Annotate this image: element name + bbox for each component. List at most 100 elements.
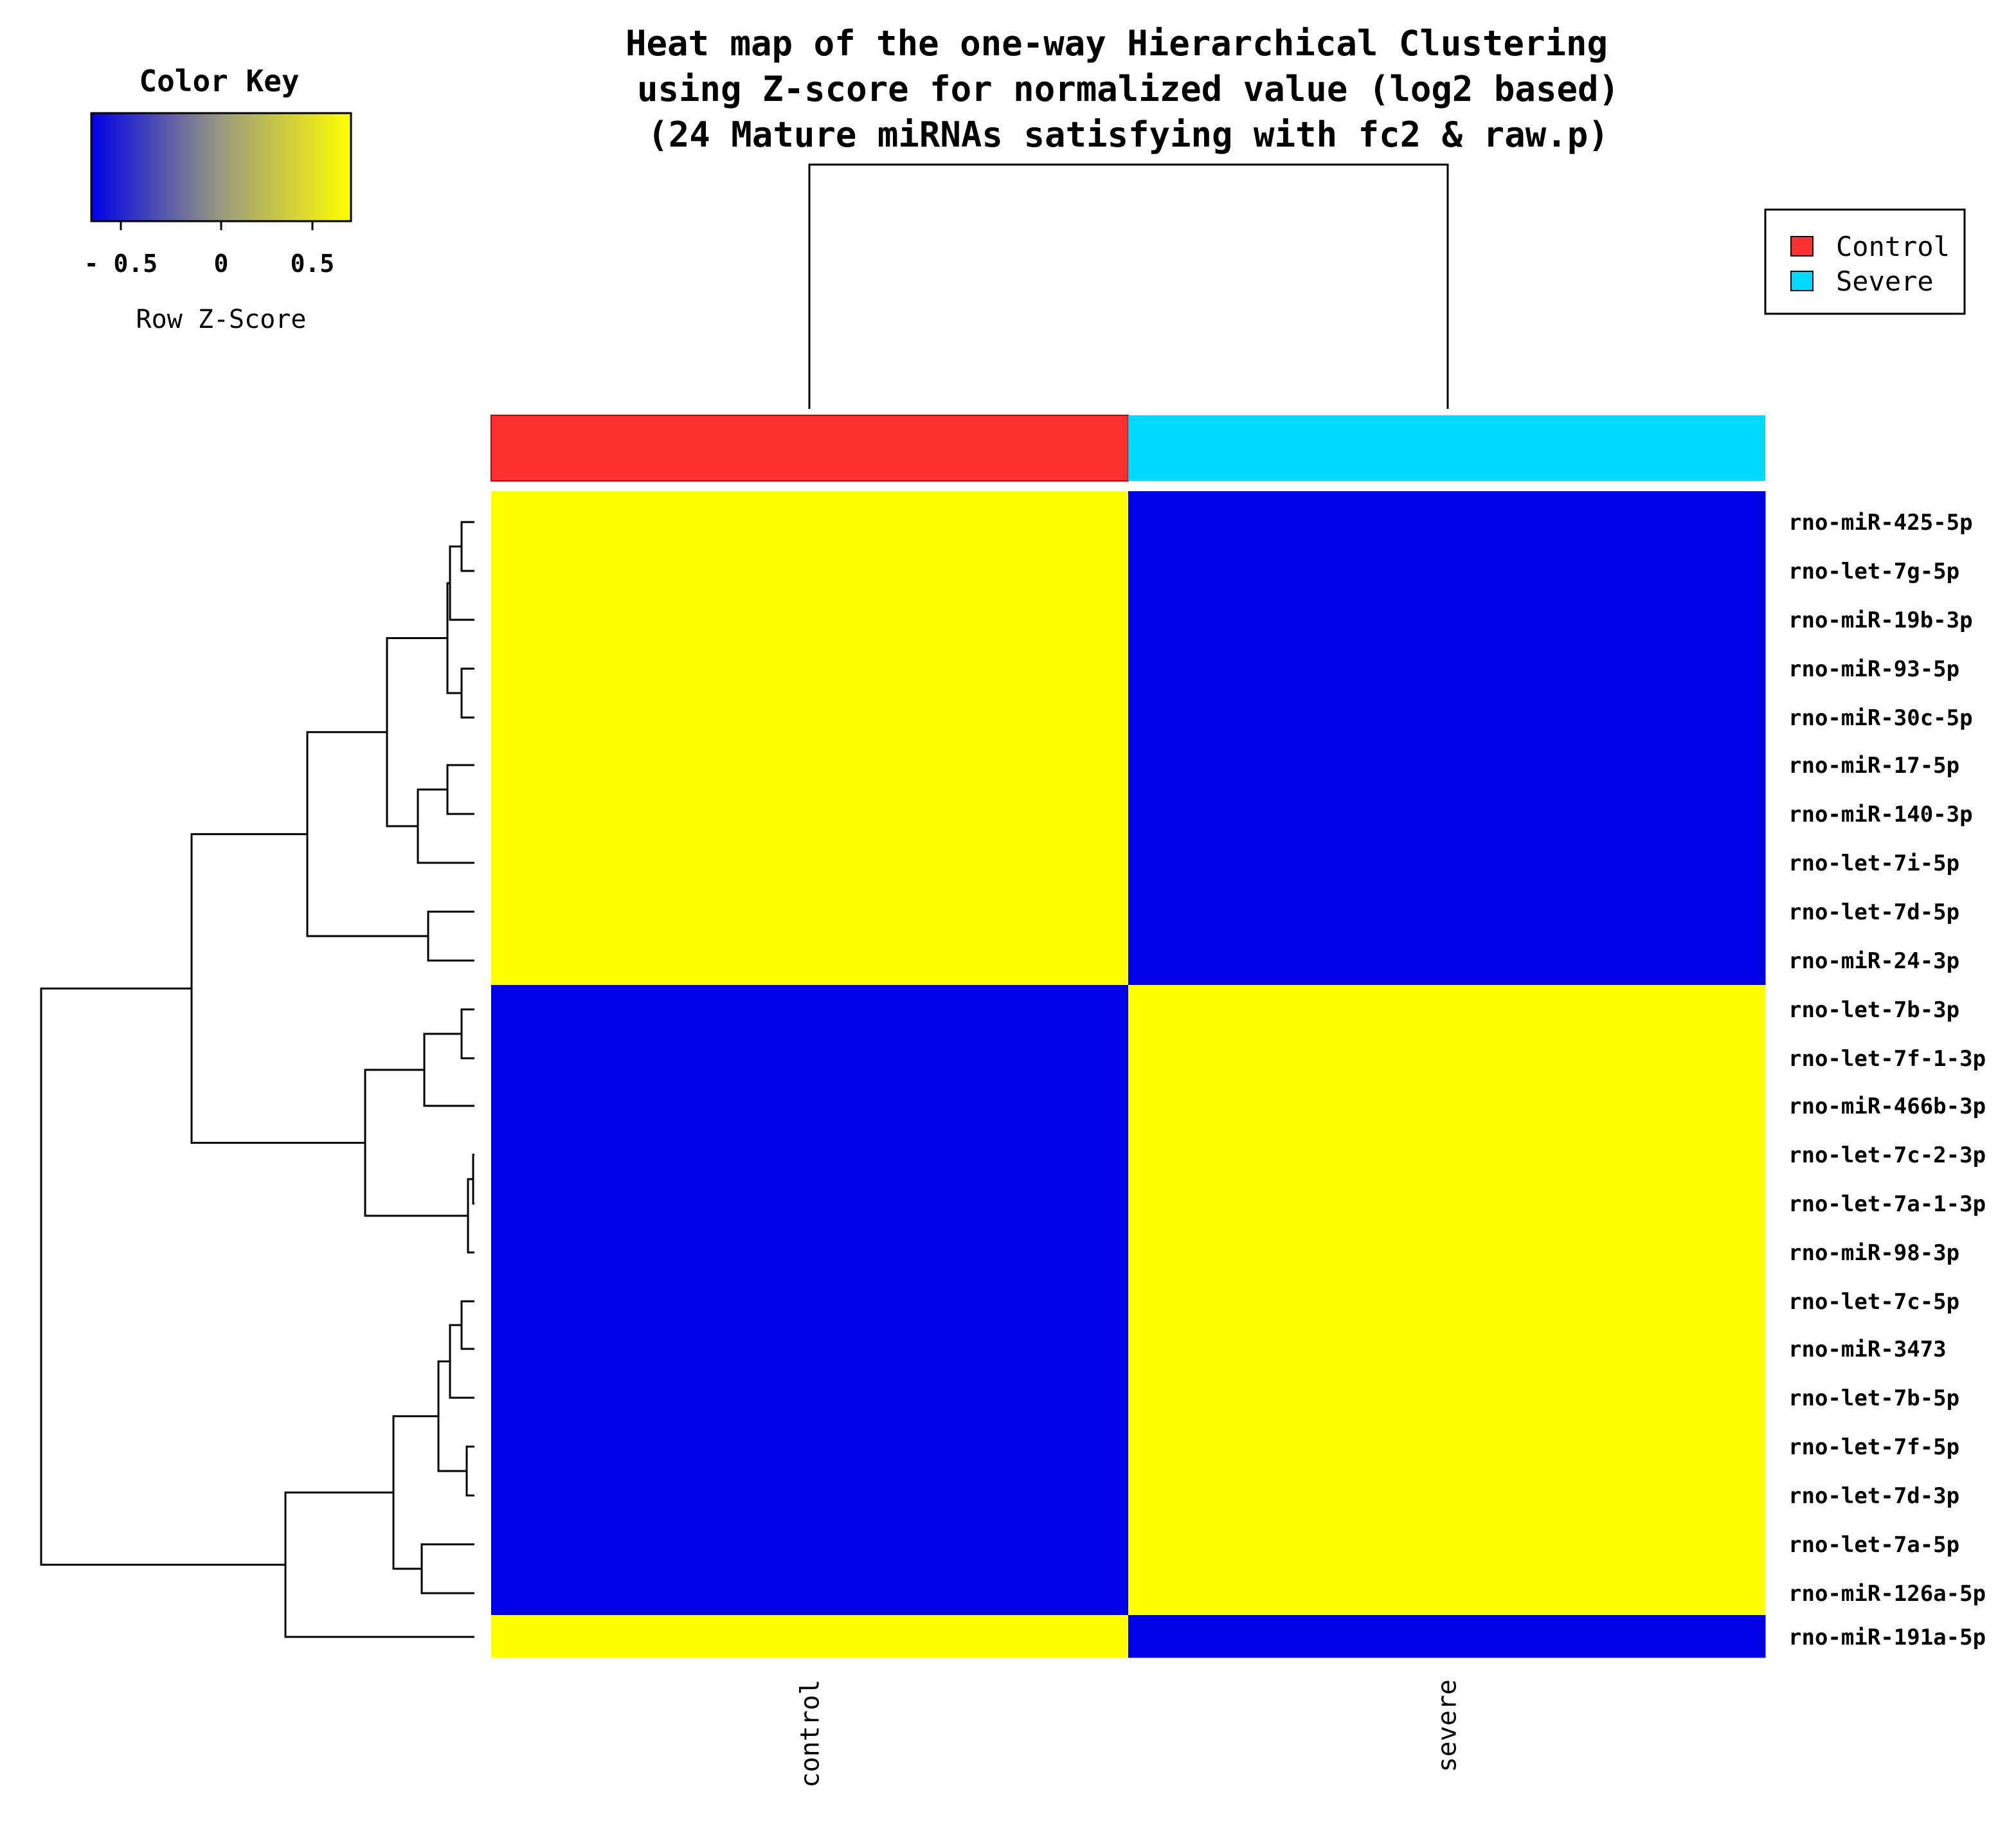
heatmap-cell	[1128, 1422, 1766, 1472]
heatmap-cell	[491, 491, 1129, 547]
heatmap-cell	[1128, 1373, 1766, 1423]
heatmap-cell	[1128, 1615, 1766, 1658]
row-dendrogram-branch	[190, 833, 365, 1144]
heatmap-cell	[491, 985, 1129, 1034]
legend-label-control: Control	[1836, 231, 1950, 262]
row-dendrogram-branch	[417, 788, 474, 864]
legend-label-severe: Severe	[1836, 266, 1934, 297]
column-group-severe	[1128, 415, 1765, 481]
heatmap-cell	[491, 1615, 1129, 1658]
color-key-gradient	[90, 112, 352, 222]
heatmap-cell	[491, 1034, 1129, 1083]
column-labels: control severe	[796, 1679, 1462, 1788]
row-label: rno-let-7g-5p	[1788, 559, 1959, 584]
heatmap-cell	[1128, 595, 1766, 645]
row-label: rno-let-7a-1-3p	[1788, 1191, 1986, 1217]
color-key: Color Key - 0.5 0 0.5 Row Z-Score	[84, 64, 352, 334]
row-label: rno-miR-191a-5p	[1788, 1625, 1986, 1650]
chart-title: Heat map of the one-way Hierarchical Clu…	[626, 23, 1619, 155]
row-label: rno-miR-126a-5p	[1788, 1581, 1986, 1607]
heatmap-cell	[1128, 1520, 1766, 1569]
title-line-3: (24 Mature miRNAs satisfying with fc2 & …	[647, 114, 1609, 155]
heatmap-cell	[491, 1520, 1129, 1569]
row-dendrogram-branch	[423, 1033, 474, 1107]
heatmap-cell	[1128, 1471, 1766, 1521]
heatmap-cell	[1128, 985, 1766, 1034]
row-label: rno-let-7a-5p	[1788, 1532, 1959, 1558]
row-label: rno-miR-140-3p	[1788, 802, 1973, 827]
column-label: severe	[1433, 1679, 1462, 1773]
heatmap-cell	[491, 1228, 1129, 1278]
row-label: rno-let-7b-5p	[1788, 1386, 1959, 1411]
row-label: rno-miR-3473	[1788, 1337, 1947, 1362]
column-group-control	[491, 415, 1129, 482]
row-label: rno-let-7f-5p	[1788, 1434, 1959, 1460]
heatmap-cell	[491, 595, 1129, 645]
row-label: rno-let-7f-1-3p	[1788, 1046, 1986, 1072]
row-labels: rno-miR-425-5p rno-let-7g-5p rno-miR-19b-3…	[1788, 510, 1986, 1650]
color-key-title: Color Key	[139, 64, 299, 98]
row-dendrogram-branch	[460, 1008, 474, 1060]
heatmap-cell	[491, 1471, 1129, 1521]
column-dendrogram	[808, 163, 1449, 409]
column-label: control	[796, 1679, 825, 1788]
heatmap-cell	[1128, 1179, 1766, 1229]
color-key-label: Row Z-Score	[136, 305, 307, 334]
row-label: rno-let-7c-2-3p	[1788, 1142, 1986, 1168]
row-label: rno-miR-30c-5p	[1788, 705, 1973, 731]
heatmap-cell	[1128, 936, 1766, 986]
heatmap-cell	[491, 1325, 1129, 1374]
row-label: rno-miR-466b-3p	[1788, 1094, 1986, 1119]
heatmap-cell	[491, 1130, 1129, 1180]
heatmap-cell	[1128, 1130, 1766, 1180]
row-dendrogram-branch	[460, 521, 474, 572]
heatmap-cell	[1128, 887, 1766, 937]
row-dendrogram-branch	[446, 764, 474, 815]
heatmap-cell	[1128, 491, 1766, 547]
heatmap-cell	[491, 693, 1129, 742]
heatmap-cell	[491, 1373, 1129, 1423]
row-dendrogram-branch	[460, 667, 474, 719]
row-label: rno-miR-98-3p	[1788, 1240, 1959, 1266]
heatmap-cell	[491, 741, 1129, 790]
heatmap-cell	[1128, 1082, 1766, 1131]
row-label: rno-let-7i-5p	[1788, 851, 1959, 876]
heatmap-cell	[1128, 838, 1766, 888]
row-dendrogram-branch	[420, 1543, 474, 1594]
heatmap-cell	[1128, 741, 1766, 790]
row-dendrogram-branch	[472, 1153, 474, 1205]
column-group-bar	[491, 415, 1765, 482]
legend-swatch-severe	[1790, 271, 1814, 291]
row-dendrogram-branch	[437, 1360, 467, 1472]
heatmap-cell	[1128, 693, 1766, 742]
row-dendrogram-branch	[392, 1415, 438, 1570]
heatmap-cell	[491, 887, 1129, 937]
row-label: rno-let-7d-3p	[1788, 1483, 1959, 1509]
heatmap-cell	[491, 1422, 1129, 1472]
row-dendrogram	[40, 521, 474, 1638]
heatmap-cell	[491, 838, 1129, 888]
title-line-1: Heat map of the one-way Hierarchical Clu…	[626, 23, 1608, 64]
heatmap-cell	[491, 546, 1129, 596]
legend-box	[1764, 208, 1966, 315]
row-dendrogram-branch	[460, 1300, 474, 1350]
row-label: rno-miR-93-5p	[1788, 656, 1959, 682]
row-dendrogram-branch	[306, 731, 428, 937]
color-key-tick-zero: 0	[214, 249, 229, 278]
heatmap-cell	[491, 936, 1129, 986]
color-key-tick-pos: 0.5	[291, 249, 335, 278]
heatmap-cell	[491, 644, 1129, 694]
heatmap-cell	[1128, 1228, 1766, 1278]
heatmap-cell	[1128, 1277, 1766, 1326]
heatmap-cell	[491, 1569, 1129, 1616]
row-label: rno-let-7b-3p	[1788, 997, 1959, 1023]
heatmap-cell	[1128, 790, 1766, 839]
heatmap-cell	[491, 1277, 1129, 1326]
heatmap-cell	[1128, 1569, 1766, 1616]
heatmap-cell	[1128, 1325, 1766, 1374]
title-line-2: using Z-score for normalized value (log2…	[637, 69, 1619, 109]
heatmap-cell	[491, 1082, 1129, 1131]
legend-swatch-control	[1790, 236, 1814, 257]
heatmap-cell	[491, 1179, 1129, 1229]
